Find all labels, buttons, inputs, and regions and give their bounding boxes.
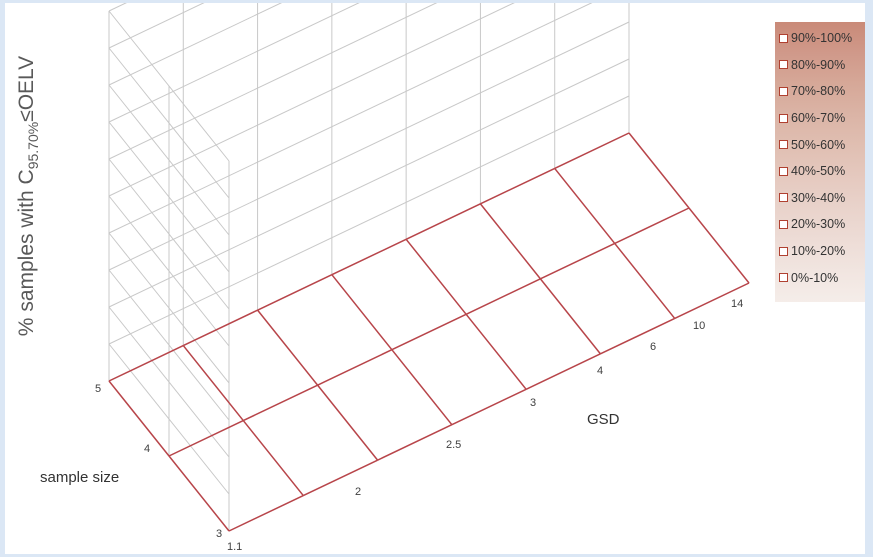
y-tick-label: 3 bbox=[216, 528, 223, 540]
surface-mesh-line bbox=[242, 384, 318, 422]
back-wall-gridline bbox=[108, 58, 630, 308]
surface-mesh-line bbox=[316, 384, 379, 461]
side-wall-gridline bbox=[108, 269, 230, 421]
legend: 90%-100% 80%-90% 70%-80% 60%-70% 50%-60%… bbox=[775, 22, 865, 302]
legend-swatch bbox=[779, 193, 788, 203]
surface-mesh-line bbox=[554, 167, 616, 244]
surface-mesh-line bbox=[228, 494, 304, 532]
surface-mesh-line bbox=[391, 349, 453, 426]
surface-mesh-line bbox=[451, 388, 527, 426]
surface-mesh-line bbox=[674, 282, 750, 320]
surface-mesh-line bbox=[628, 132, 690, 209]
surface-mesh-line bbox=[182, 309, 258, 347]
surface-mesh-line bbox=[377, 424, 453, 461]
legend-item: 20%-30% bbox=[779, 211, 865, 238]
surface-mesh-line bbox=[554, 132, 630, 170]
surface-mesh-line bbox=[108, 344, 184, 382]
back-wall-gridline bbox=[108, 3, 127, 12]
surface-mesh-line bbox=[525, 353, 601, 390]
surface-mesh-line bbox=[539, 278, 602, 355]
side-wall-gridline bbox=[108, 195, 230, 347]
back-wall-gridline bbox=[108, 3, 515, 197]
surface-mesh-line bbox=[614, 207, 690, 245]
y-axis-title: sample size bbox=[40, 469, 120, 486]
legend-swatch bbox=[779, 60, 788, 70]
x-tick-label: 6 bbox=[650, 341, 657, 353]
back-wall-gridline bbox=[108, 3, 360, 123]
surface-mesh-line bbox=[257, 274, 333, 311]
surface-plot bbox=[108, 3, 750, 532]
side-wall-gridline bbox=[108, 121, 230, 273]
surface-mesh-line bbox=[242, 420, 304, 497]
surface-mesh-line bbox=[168, 455, 230, 532]
legend-item: 30%-40% bbox=[779, 185, 865, 212]
surface-mesh-line bbox=[465, 278, 541, 315]
x-tick-label: 10 bbox=[693, 320, 706, 332]
x-tick-label: 3 bbox=[530, 397, 537, 409]
back-wall-gridline bbox=[108, 3, 593, 234]
legend-item: 60%-70% bbox=[779, 105, 865, 132]
back-wall-gridline bbox=[108, 21, 630, 271]
back-wall-gridline bbox=[108, 3, 438, 160]
surface-mesh-line bbox=[540, 242, 616, 280]
back-wall-gridline bbox=[108, 3, 205, 49]
legend-item: 40%-50% bbox=[779, 158, 865, 185]
surface-mesh-line bbox=[688, 207, 750, 284]
legend-item: 90%-100% bbox=[779, 25, 865, 52]
side-wall-gridline bbox=[108, 232, 230, 384]
legend-item: 0%-10% bbox=[779, 264, 865, 291]
side-wall-gridline bbox=[108, 158, 230, 310]
surface-mesh-line bbox=[317, 349, 393, 386]
chart-area: % samples with C95.70%≤OELV 90%-100% 80%… bbox=[5, 3, 865, 554]
surface-mesh-line bbox=[391, 313, 467, 351]
surface-mesh-line bbox=[302, 459, 378, 497]
surface-mesh-line bbox=[614, 242, 676, 319]
x-tick-label: 1.1 bbox=[227, 541, 243, 553]
legend-item: 10%-20% bbox=[779, 238, 865, 265]
side-wall-gridline bbox=[108, 306, 230, 458]
legend-swatch bbox=[779, 86, 788, 96]
legend-swatch bbox=[779, 246, 788, 256]
y-tick-label: 4 bbox=[144, 443, 151, 455]
surface-mesh-line bbox=[108, 380, 170, 457]
legend-swatch bbox=[779, 33, 788, 43]
surface-mesh-line bbox=[479, 203, 542, 280]
legend-swatch bbox=[779, 140, 788, 150]
surface-mesh-line bbox=[465, 313, 527, 390]
side-wall-gridline bbox=[108, 47, 230, 199]
x-tick-label: 2 bbox=[355, 486, 362, 498]
surface-mesh-line bbox=[331, 238, 407, 276]
x-tick-label: 2.5 bbox=[446, 439, 462, 451]
side-wall-gridline bbox=[108, 84, 230, 236]
surface-mesh-line bbox=[405, 203, 481, 240]
legend-swatch bbox=[779, 113, 788, 123]
z-axis-title: % samples with C95.70%≤OELV bbox=[15, 55, 42, 337]
side-wall-gridline bbox=[108, 10, 230, 162]
x-tick-label: 4 bbox=[597, 365, 604, 377]
legend-swatch bbox=[779, 219, 788, 229]
legend-item: 50%-60% bbox=[779, 131, 865, 158]
back-wall-gridline bbox=[108, 95, 630, 345]
back-wall-gridline bbox=[108, 3, 283, 86]
legend-item: 70%-80% bbox=[779, 78, 865, 105]
y-tick-label: 5 bbox=[95, 383, 102, 395]
surface-mesh-line bbox=[405, 238, 467, 315]
surface-mesh-line bbox=[331, 274, 393, 351]
legend-swatch bbox=[779, 166, 788, 176]
surface-mesh-line bbox=[182, 345, 244, 422]
surface-mesh-line bbox=[480, 167, 556, 205]
legend-swatch bbox=[779, 273, 788, 283]
surface-mesh-line bbox=[168, 419, 244, 457]
surface-mesh-line bbox=[256, 309, 319, 386]
side-wall-gridline bbox=[108, 343, 230, 495]
legend-item: 80%-90% bbox=[779, 52, 865, 79]
x-axis-title: GSD bbox=[587, 411, 620, 428]
surface-mesh-line bbox=[600, 317, 676, 355]
x-tick-label: 14 bbox=[731, 298, 744, 310]
